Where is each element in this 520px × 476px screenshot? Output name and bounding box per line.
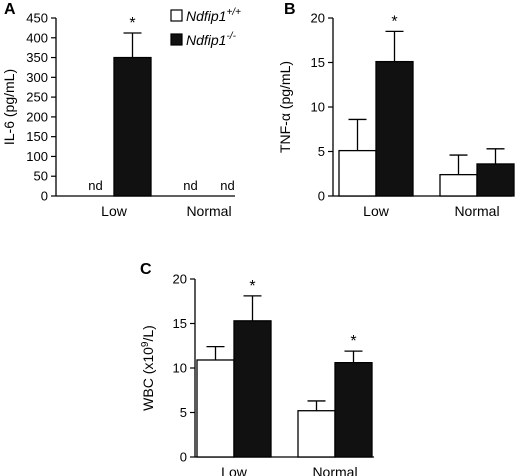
panel-letter: C (140, 261, 152, 278)
y-tick-label: 5 (180, 405, 187, 420)
significance-star: * (129, 15, 135, 32)
y-axis-label: WBC (x109/L) (140, 325, 156, 411)
bar (233, 320, 272, 458)
y-tick-label: 10 (311, 100, 325, 115)
panel-c: C 0 5 10 15 20 WBC (x109/L) * Low * Normal (140, 261, 374, 476)
y-tick-label: 100 (26, 149, 48, 164)
y-axis-label: TNF-α (pg/mL) (277, 61, 293, 153)
category-label: Normal (186, 203, 231, 219)
y-axis-label: IL-6 (pg/mL) (1, 69, 17, 145)
y-tick-label: 400 (26, 30, 48, 45)
category-label: Normal (454, 203, 499, 219)
panel-b: B 0 5 10 15 20 TNF-α (pg/mL) * Low Normal (277, 1, 515, 219)
bar (334, 362, 373, 458)
bar (375, 60, 414, 197)
y-tick-label: 200 (26, 109, 48, 124)
legend: Ndfip1+/+ Ndfip1-/- (170, 7, 241, 48)
significance-star: * (350, 333, 356, 350)
significance-star: * (391, 13, 397, 30)
y-tick-label: 450 (26, 11, 48, 26)
bar (297, 410, 336, 458)
y-tick-label: 5 (318, 144, 325, 159)
bar (476, 163, 515, 197)
legend-label: Ndfip1+/+ (186, 7, 241, 24)
panel-letter: B (284, 1, 296, 18)
y-tick-label: 50 (34, 169, 48, 184)
nd-label: nd (88, 178, 102, 193)
panel-letter: A (4, 1, 16, 18)
y-tick-label: 10 (173, 361, 187, 376)
legend-label: Ndfip1-/- (186, 31, 237, 48)
y-tick-label: 15 (173, 316, 187, 331)
panel-a: A 0 50 100 150 200 250 300 350 400 450 IL-6 (pg/mL)… (1, 1, 235, 219)
y-tick-label: 0 (41, 189, 48, 204)
category-label: Low (221, 464, 248, 476)
y-tick-label: 300 (26, 70, 48, 85)
category-label: Low (101, 203, 128, 219)
legend-swatch (170, 9, 183, 22)
y-tick-label: 20 (173, 272, 187, 287)
category-label: Low (363, 203, 390, 219)
y-tick-label: 0 (318, 189, 325, 204)
bar (113, 56, 152, 197)
y-tick-label: 250 (26, 90, 48, 105)
y-tick-label: 15 (311, 55, 325, 70)
significance-star: * (249, 278, 255, 295)
y-tick-label: 0 (180, 450, 187, 465)
bar (439, 173, 478, 197)
nd-label: nd (183, 178, 197, 193)
y-tick-label: 350 (26, 50, 48, 65)
y-tick-label: 150 (26, 129, 48, 144)
y-tick-label: 20 (311, 11, 325, 26)
bar (196, 359, 235, 458)
nd-label: nd (220, 178, 234, 193)
legend-swatch (170, 33, 183, 46)
category-label: Normal (312, 464, 357, 476)
bar (338, 149, 377, 197)
